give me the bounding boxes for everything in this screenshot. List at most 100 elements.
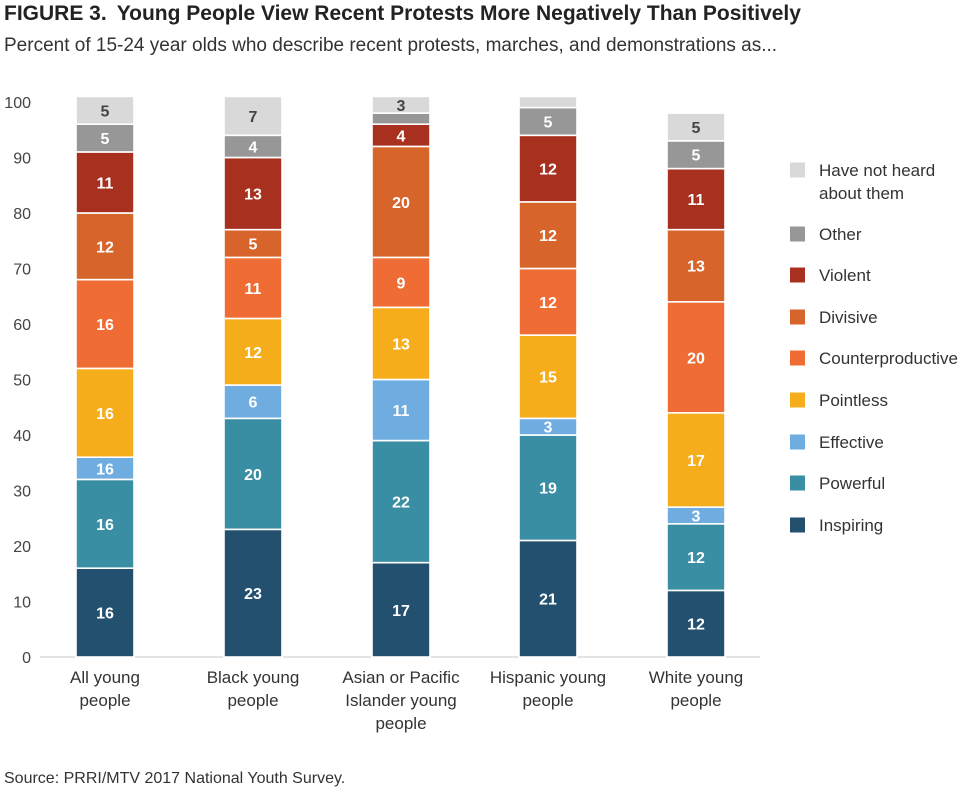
data-label: 13 xyxy=(244,187,262,204)
data-label: 3 xyxy=(544,420,553,437)
y-tick-label: 70 xyxy=(13,262,31,279)
x-tick-label: Black young people xyxy=(207,668,300,710)
legend-label: Violent xyxy=(819,266,871,285)
y-tick-label: 50 xyxy=(13,373,31,390)
data-label: 4 xyxy=(249,139,258,156)
y-tick-label: 0 xyxy=(22,650,31,667)
data-label: 3 xyxy=(397,98,406,115)
data-label: 19 xyxy=(539,481,557,498)
data-label: 7 xyxy=(249,109,258,126)
legend-item: Have not heard about them xyxy=(790,161,935,203)
bar-stack: 17 22 11 13 9 20 4 3 xyxy=(371,95,431,658)
x-tick-label: Hispanic young people xyxy=(490,668,606,710)
bar-segment xyxy=(223,95,283,137)
bar-segment xyxy=(666,300,726,414)
legend-swatch xyxy=(790,267,805,283)
y-tick-label: 60 xyxy=(13,317,31,334)
bar-segment xyxy=(371,378,431,442)
x-tick-label: Asian or Pacific Islander young people xyxy=(342,668,460,733)
legend-swatch xyxy=(790,309,805,325)
data-label: 5 xyxy=(544,114,553,131)
bar-segment xyxy=(223,228,283,259)
bar-stack: 23 20 6 12 11 5 13 4 7 xyxy=(223,95,283,658)
data-label: 11 xyxy=(97,175,114,192)
figure-label: FIGURE 3. xyxy=(4,2,107,25)
y-tick-label: 10 xyxy=(13,595,31,612)
data-label: 12 xyxy=(244,345,262,362)
data-label: 6 xyxy=(249,395,258,412)
data-label: 16 xyxy=(96,317,114,334)
legend-item: Counterproductive xyxy=(790,349,958,368)
bar-segment xyxy=(666,228,726,303)
y-tick-label: 80 xyxy=(13,206,31,223)
data-label: 5 xyxy=(101,131,110,148)
data-label: 12 xyxy=(96,239,114,256)
legend-item: Pointless xyxy=(790,391,888,410)
legend-label: Inspiring xyxy=(819,516,883,535)
bar-segment xyxy=(666,411,726,508)
bar-segment xyxy=(223,417,283,531)
data-label: 23 xyxy=(244,586,262,603)
y-tick-label: 40 xyxy=(13,428,31,445)
data-label: 16 xyxy=(96,461,114,478)
chart-subtitle: Percent of 15-24 year olds who describe … xyxy=(4,35,778,56)
y-tick-label: 30 xyxy=(13,484,31,501)
y-axis: 0 10 20 30 40 50 60 70 80 90 100 xyxy=(4,95,31,667)
chart-title: FIGURE 3. Young People View Recent Protes… xyxy=(4,2,801,26)
legend-swatch xyxy=(790,392,805,408)
bar-segment xyxy=(75,567,135,658)
data-label: 13 xyxy=(392,336,410,353)
legend-item: Other xyxy=(790,225,862,244)
legend-label: Divisive xyxy=(819,308,878,327)
bar-segment xyxy=(518,334,578,420)
legend-label: Have not heard about them xyxy=(819,161,935,203)
legend-item: Effective xyxy=(790,433,884,452)
bar-segment xyxy=(666,140,726,170)
legend-label: Pointless xyxy=(819,391,888,410)
legend-swatch xyxy=(790,162,805,178)
data-label: 5 xyxy=(249,237,258,254)
data-label: 20 xyxy=(687,350,705,367)
data-label: 11 xyxy=(688,192,705,209)
legend-swatch xyxy=(790,434,805,450)
bar-segment xyxy=(75,478,135,569)
legend-label: Effective xyxy=(819,433,884,452)
data-label: 16 xyxy=(96,606,114,623)
data-label: 20 xyxy=(244,467,262,484)
data-label: 12 xyxy=(539,228,557,245)
data-label: 17 xyxy=(392,603,410,620)
x-tick-label: All young people xyxy=(70,668,140,710)
x-tick-label: White young people xyxy=(649,668,744,710)
legend-swatch xyxy=(790,350,805,366)
data-label: 20 xyxy=(392,195,410,212)
bar-segment xyxy=(666,112,726,142)
data-label: 11 xyxy=(393,403,410,420)
bar-stack: 21 19 3 15 12 12 12 5 xyxy=(518,95,578,658)
data-label: 11 xyxy=(245,281,262,298)
data-label: 15 xyxy=(539,370,557,387)
y-tick-label: 20 xyxy=(13,539,31,556)
bar-stack: 16 16 16 16 16 12 11 5 5 xyxy=(75,95,135,658)
bar-segment xyxy=(666,167,726,231)
data-label: 22 xyxy=(392,495,410,512)
bar-segment xyxy=(518,201,578,270)
bar-segment xyxy=(75,278,135,370)
bar-segment xyxy=(518,95,578,109)
bar-segment xyxy=(223,156,283,231)
data-label: 16 xyxy=(96,517,114,534)
data-label: 5 xyxy=(692,120,701,137)
data-label: 5 xyxy=(692,148,701,165)
legend-item: Inspiring xyxy=(790,516,883,535)
bar-segment xyxy=(371,256,431,309)
legend-item: Violent xyxy=(790,266,871,285)
bar-segment xyxy=(518,539,578,658)
legend-swatch xyxy=(790,475,805,491)
data-label: 5 xyxy=(101,103,110,120)
legend-label: Powerful xyxy=(819,474,885,493)
legend-item: Divisive xyxy=(790,308,878,327)
data-label: 12 xyxy=(539,295,557,312)
legend: Have not heard about them Other Violent Divi… xyxy=(790,161,958,535)
legend-label: Other xyxy=(819,225,862,244)
bar-segment xyxy=(75,95,135,125)
bar-segment xyxy=(223,528,283,658)
